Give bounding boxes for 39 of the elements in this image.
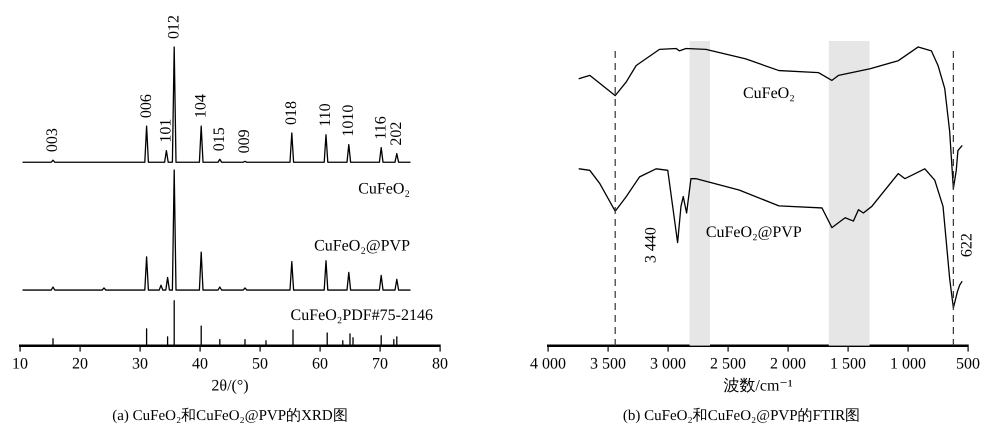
x-axis-title: 2θ/(°) — [211, 378, 249, 395]
annotation: 006 — [138, 94, 155, 118]
series-label: CuFeO₂ — [358, 180, 410, 198]
text: (b) CuFeO₂和CuFeO₂@PVP的FTIR图 — [622, 406, 862, 425]
x-tick-label: 500 — [956, 355, 980, 372]
series-label: CuFeO₂ — [743, 85, 795, 102]
series-label: CuFeO₂@PVP — [706, 224, 802, 242]
x-tick-label: 50 — [252, 355, 268, 372]
annotation: 110 — [317, 103, 334, 127]
annotation: 012 — [165, 14, 182, 39]
x-tick-label: 2 000 — [770, 355, 806, 372]
text: (a) CuFeO₂和CuFeO₂@PVP的XRD图 — [111, 406, 349, 425]
annotation: 116 — [372, 116, 390, 140]
annotation: 018 — [283, 100, 300, 125]
series-label: CuFeO₂@PVP — [314, 237, 410, 254]
x-tick-label: 60 — [312, 355, 328, 372]
x-tick-label: 10 — [12, 355, 28, 372]
x-tick-label: 2 500 — [710, 355, 746, 372]
annotation: 101 — [158, 118, 175, 143]
annotation: 015 — [211, 127, 228, 152]
x-tick-label: 40 — [192, 355, 208, 372]
x-tick-label: 1 500 — [830, 355, 866, 372]
x-tick-label: 20 — [72, 355, 88, 372]
x-tick-label: 70 — [372, 355, 388, 372]
x-tick-label: 3 000 — [650, 355, 686, 372]
annotation: 202 — [388, 122, 406, 146]
x-tick-label: 80 — [432, 355, 448, 372]
ref-line-label: 622 — [958, 233, 976, 258]
ref-line-label: 3 440 — [642, 227, 660, 264]
x-tick-label: 30 — [132, 355, 148, 372]
annotation: 104 — [192, 94, 210, 118]
x-tick-label: 1 000 — [890, 355, 926, 372]
x-tick-label: 3 500 — [590, 355, 626, 372]
x-axis-title: 波数/cm⁻¹ — [723, 376, 793, 395]
x-tick-label: 4 000 — [530, 355, 566, 372]
annotation: 009 — [236, 129, 254, 154]
series-label: CuFeO₂PDF#75-2146 — [290, 306, 433, 324]
annotation: 003 — [44, 128, 62, 152]
annotation: 1010 — [340, 104, 358, 137]
